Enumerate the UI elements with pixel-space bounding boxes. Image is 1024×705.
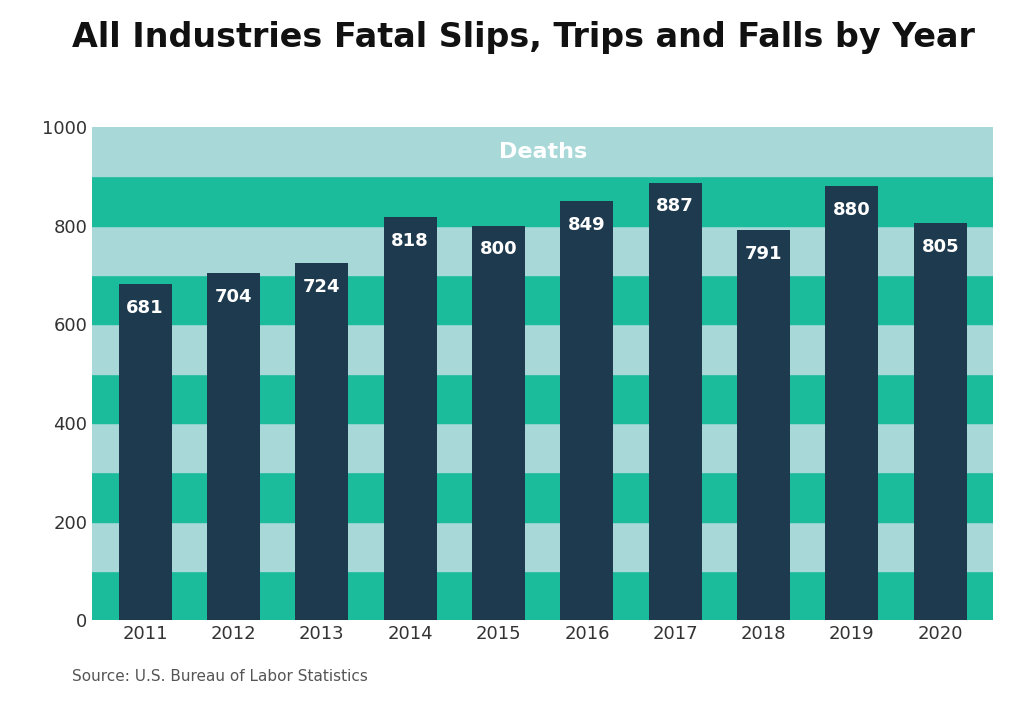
Bar — [295, 263, 348, 620]
Bar — [649, 183, 701, 620]
Bar — [472, 226, 525, 620]
Bar — [92, 324, 993, 374]
Bar — [384, 216, 436, 620]
Bar — [92, 226, 993, 275]
Bar — [92, 275, 993, 324]
Text: Deaths: Deaths — [499, 142, 587, 161]
Text: 880: 880 — [834, 201, 870, 219]
Bar — [737, 230, 791, 620]
Bar — [92, 423, 993, 472]
Bar — [92, 176, 993, 226]
Text: 681: 681 — [126, 299, 164, 317]
Text: 791: 791 — [744, 245, 782, 263]
Bar — [92, 374, 993, 423]
Text: 724: 724 — [303, 278, 341, 296]
Text: 704: 704 — [215, 288, 252, 306]
Bar — [825, 186, 879, 620]
Text: 887: 887 — [656, 197, 694, 216]
Bar — [92, 571, 993, 620]
Bar — [207, 273, 260, 620]
Text: All Industries Fatal Slips, Trips and Falls by Year: All Industries Fatal Slips, Trips and Fa… — [72, 21, 975, 54]
Bar — [92, 472, 993, 522]
Text: 849: 849 — [568, 216, 606, 234]
Bar — [92, 522, 993, 571]
Bar — [119, 284, 172, 620]
Text: 805: 805 — [922, 238, 959, 256]
Bar — [92, 127, 993, 176]
Bar — [560, 202, 613, 620]
Text: Source: U.S. Bureau of Labor Statistics: Source: U.S. Bureau of Labor Statistics — [72, 669, 368, 684]
Bar — [913, 223, 967, 620]
Text: 800: 800 — [479, 240, 517, 259]
Text: 818: 818 — [391, 231, 429, 250]
